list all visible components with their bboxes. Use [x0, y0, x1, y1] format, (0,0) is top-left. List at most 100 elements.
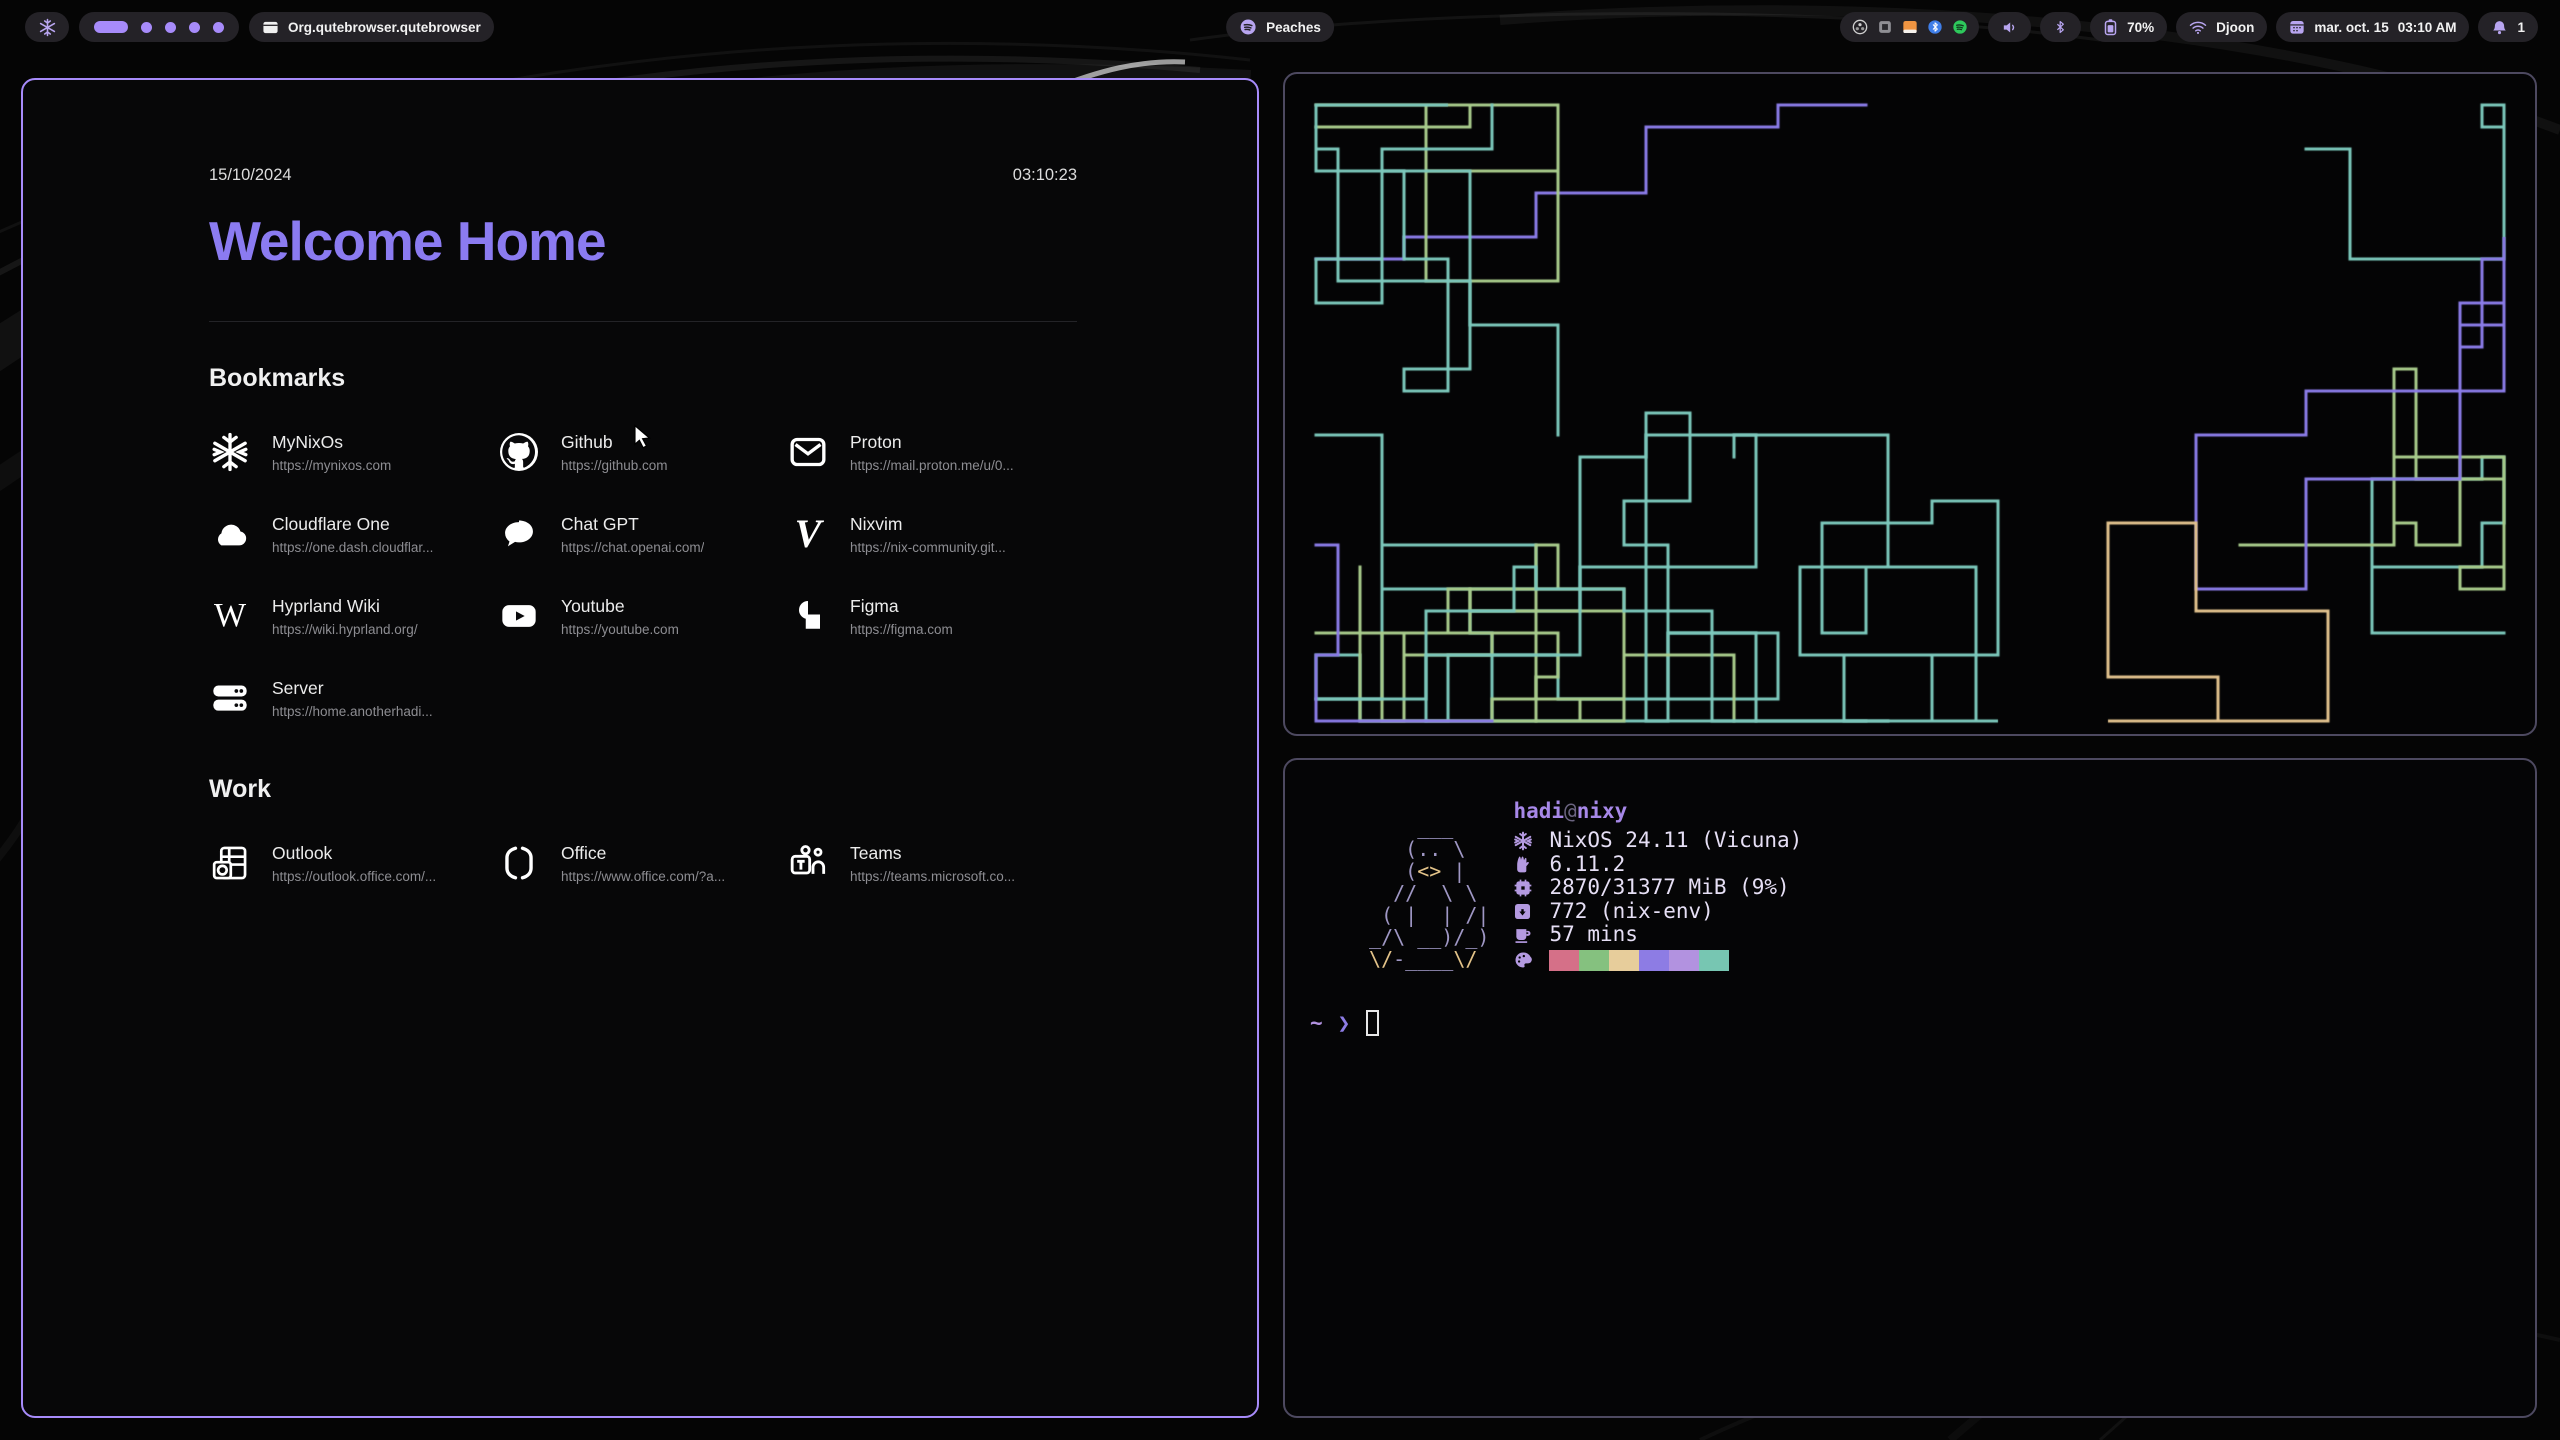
bar-left-modules: Org.qutebrowser.qutebrowser [25, 12, 494, 42]
clock-pill[interactable]: mar. oct. 15 03:10 AM [2276, 12, 2470, 42]
memory-icon [1513, 878, 1549, 898]
page-date: 15/10/2024 [209, 166, 292, 184]
bookmark-chatgpt[interactable]: Chat GPT https://chat.openai.com/ [498, 513, 787, 555]
bookmark-outlook[interactable]: Outlook https://outlook.office.com/... [209, 842, 498, 884]
bluetooth-tray-icon[interactable] [1926, 19, 1943, 36]
workspace-dot[interactable] [141, 21, 152, 33]
github-icon [498, 431, 540, 473]
window-icon [262, 19, 279, 36]
prompt-chevron: ❯ [1337, 1010, 1351, 1035]
teams-icon [787, 842, 829, 884]
app-square-icon[interactable] [1876, 19, 1893, 36]
start-page: 15/10/2024 03:10:23 Welcome Home Bookmar… [209, 166, 1077, 884]
kernel-icon [1513, 854, 1549, 874]
kernel-value: 6.11.2 [1549, 851, 1626, 876]
folder-orange-icon[interactable] [1901, 19, 1918, 36]
spotify-icon [1239, 18, 1257, 36]
clock-date: mar. oct. 15 [2314, 19, 2389, 35]
packages-value: 772 (nix-env) [1549, 898, 1714, 923]
media-track-label: Peaches [1266, 19, 1321, 35]
obs-icon[interactable] [1851, 19, 1868, 36]
bookmark-office[interactable]: Office https://www.office.com/?a... [498, 842, 787, 884]
nixvim-icon: V [794, 511, 822, 556]
palette-icon [1513, 950, 1549, 970]
divider [209, 321, 1077, 322]
bookmark-youtube[interactable]: Youtube https://youtube.com [498, 595, 787, 637]
shell-prompt[interactable]: ~ ❯ [1310, 1010, 1380, 1036]
fastfetch-ascii-art: ___ (.. \ (<> | // \ \ ( | | /| _/\ __)/… [1357, 815, 1490, 971]
section-heading-bookmarks: Bookmarks [209, 364, 346, 392]
memory-value: 2870/31377 MiB (9%) [1549, 875, 1790, 900]
battery-icon [2103, 18, 2118, 36]
fastfetch-info: hadi@nixy NixOS 24.11 (Vicuna) 6.11.2 [1513, 800, 1802, 972]
qutebrowser-window[interactable]: 15/10/2024 03:10:23 Welcome Home Bookmar… [21, 78, 1259, 1418]
mouse-cursor [630, 424, 656, 452]
active-window-title-pill[interactable]: Org.qutebrowser.qutebrowser [249, 12, 494, 42]
bookmark-proton[interactable]: Proton https://mail.proton.me/u/0... [787, 431, 1076, 473]
bookmark-hyprland-wiki[interactable]: W Hyprland Wiki https://wiki.hyprland.org… [209, 595, 498, 637]
uptime-row: 57 mins [1513, 923, 1802, 947]
cloud-icon [209, 513, 251, 555]
system-tray [1840, 12, 1980, 42]
terminal-content: ___ (.. \ (<> | // \ \ ( | | /| _/\ __)/… [1285, 760, 2535, 1416]
uptime-icon [1513, 925, 1549, 945]
volume-pill[interactable] [1988, 12, 2032, 42]
bookmark-mynixos[interactable]: MyNixOs https://mynixos.com [209, 431, 498, 473]
bell-icon [2491, 19, 2508, 36]
bookmark-cloudflare-one[interactable]: Cloudflare One https://one.dash.cloudflar… [209, 513, 498, 555]
server-icon [209, 677, 251, 719]
figma-icon [787, 595, 829, 637]
memory-row: 2870/31377 MiB (9%) [1513, 876, 1802, 900]
bar-right-modules: 70% Djoon mar. oct. 15 03:10 AM 1 [1840, 12, 2538, 42]
media-player-pill[interactable]: Peaches [1226, 12, 1334, 42]
workspace-dot[interactable] [213, 21, 224, 33]
os-row: NixOS 24.11 (Vicuna) [1513, 829, 1802, 853]
prompt-directory: ~ [1310, 1010, 1323, 1035]
workspace-dot[interactable] [189, 21, 200, 33]
youtube-icon [498, 595, 540, 637]
clock-time: 03:10 AM [2397, 19, 2457, 35]
status-bar: Org.qutebrowser.qutebrowser Peaches [0, 11, 2560, 43]
active-window-title: Org.qutebrowser.qutebrowser [288, 19, 481, 35]
spotify-tray-icon[interactable] [1951, 19, 1968, 36]
calendar-icon [2289, 19, 2305, 35]
bookmarks-grid: MyNixOs https://mynixos.com Github https:/… [209, 431, 1077, 719]
colors-row [1513, 949, 1802, 972]
page-title: Welcome Home [209, 210, 607, 272]
nixos-menu-button[interactable] [25, 12, 69, 42]
bookmark-github[interactable]: Github https://github.com [498, 431, 787, 473]
wikipedia-icon: W [213, 597, 247, 634]
bluetooth-icon [2053, 19, 2068, 35]
pipes-terminal-window[interactable] [1283, 72, 2537, 736]
pipes-screensaver [1285, 74, 2535, 734]
wifi-icon [2189, 20, 2207, 35]
packages-icon [1513, 902, 1549, 921]
work-grid: Outlook https://outlook.office.com/... Of… [209, 842, 1077, 884]
volume-icon [2001, 19, 2018, 36]
outlook-icon [209, 842, 251, 884]
bookmark-figma[interactable]: Figma https://figma.com [787, 595, 1076, 637]
kernel-row: 6.11.2 [1513, 851, 1802, 877]
uptime-value: 57 mins [1549, 922, 1638, 947]
fetch-terminal-window[interactable]: ___ (.. \ (<> | // \ \ ( | | /| _/\ __)/… [1283, 758, 2537, 1418]
workspace-active[interactable] [94, 21, 128, 33]
wifi-ssid: Djoon [2216, 19, 2255, 35]
section-heading-work: Work [209, 775, 272, 803]
workspace-dot[interactable] [165, 21, 176, 33]
bookmark-teams[interactable]: Teams https://teams.microsoft.co... [787, 842, 1076, 884]
bookmark-nixvim[interactable]: V Nixvim https://nix-community.git... [787, 513, 1076, 555]
bar-center-modules: Peaches [1226, 12, 1334, 42]
battery-pill[interactable]: 70% [2090, 12, 2168, 42]
bookmark-server[interactable]: Server https://home.anotherhadi... [209, 677, 498, 719]
network-pill[interactable]: Djoon [2176, 12, 2268, 42]
mail-icon [787, 431, 829, 473]
terminal-cursor [1366, 1010, 1380, 1036]
color-palette [1549, 949, 1730, 972]
chat-bubble-icon [498, 513, 540, 555]
bluetooth-pill[interactable] [2040, 12, 2082, 42]
workspace-indicator[interactable] [79, 12, 239, 42]
page-time: 03:10:23 [1012, 166, 1077, 184]
battery-percent: 70% [2127, 19, 2155, 35]
notifications-pill[interactable]: 1 [2478, 12, 2538, 42]
packages-row: 772 (nix-env) [1513, 898, 1802, 924]
